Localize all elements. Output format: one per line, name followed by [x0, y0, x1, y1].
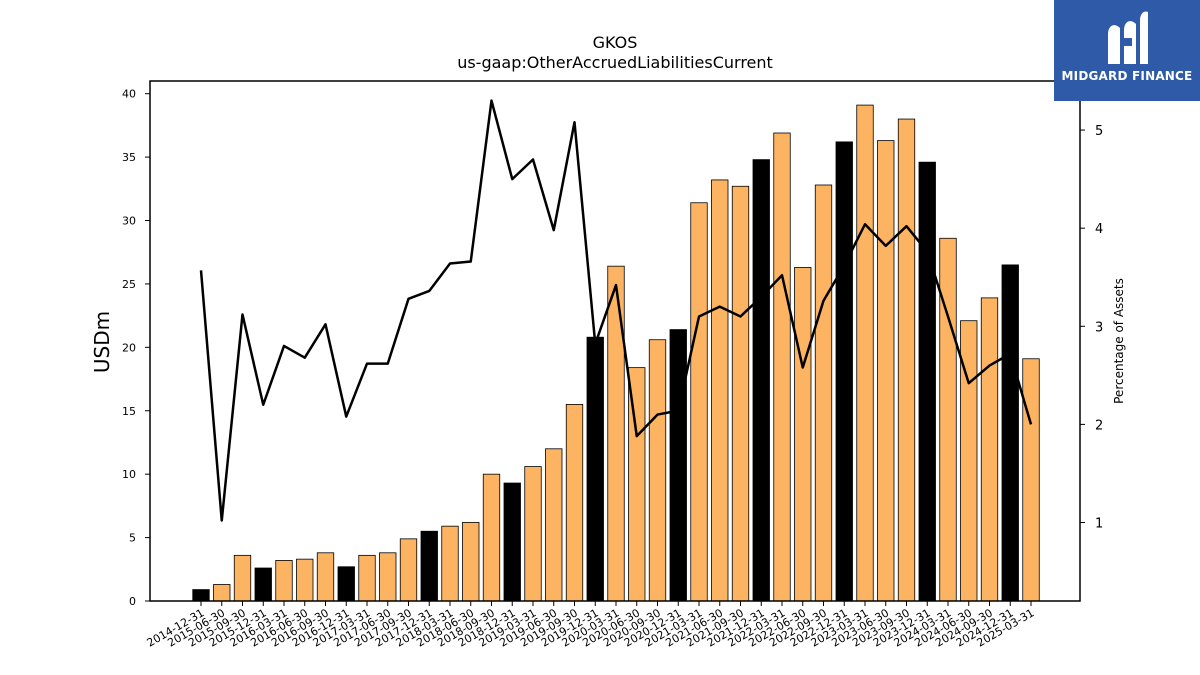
- y2-tick-label: 3: [1095, 320, 1103, 335]
- midgard-logo-icon: [1108, 11, 1148, 65]
- bar-2018-09-30: [482, 473, 501, 602]
- bar-2015-09-30: [233, 554, 252, 602]
- bar-2015-06-30: [213, 584, 231, 602]
- y-tick-label: 35: [122, 151, 136, 164]
- y-tick-label: 40: [122, 88, 136, 101]
- y-tick-label: 10: [122, 468, 136, 481]
- y-tick-label: 20: [122, 341, 136, 354]
- y-tick-label: 30: [122, 215, 136, 228]
- y2-tick-label: 4: [1095, 222, 1103, 237]
- percentage-line: [199, 99, 1033, 522]
- bar-2018-06-30: [462, 521, 480, 602]
- bar-2020-03-31: [607, 265, 625, 602]
- bar-2023-03-31: [856, 104, 874, 602]
- bar-2015-12-31: [254, 567, 272, 602]
- bar-2021-03-31: [690, 202, 708, 602]
- bar-2018-03-31: [441, 525, 459, 602]
- bar-series: [192, 104, 1040, 602]
- bar-2025-03-31: [1022, 358, 1040, 602]
- bar-2017-12-31: [420, 530, 438, 602]
- bar-2020-09-30: [648, 339, 667, 602]
- x-axis-ticks: 2014-12-312015-06-302015-09-302015-12-31…: [145, 601, 1037, 650]
- logo-text: MIDGARD FINANCE: [1061, 69, 1193, 83]
- y-tick-label: 0: [129, 595, 136, 608]
- bar-2017-03-31: [358, 554, 376, 602]
- chart-title: GKOS: [593, 33, 638, 52]
- y-tick-label: 15: [122, 405, 136, 418]
- bar-2021-12-31: [752, 159, 770, 602]
- line-series: [199, 99, 1033, 522]
- bar-2023-09-30: [897, 118, 916, 602]
- bar-2016-12-31: [337, 566, 355, 602]
- y2-axis-ticks: 1 2 3 4 5: [1080, 124, 1103, 532]
- bar-2019-03-31: [524, 466, 542, 602]
- bar-2016-09-30: [316, 552, 335, 602]
- bar-2014-12-31: [192, 589, 210, 602]
- bar-2022-03-31: [773, 132, 791, 602]
- bar-2024-09-30: [980, 297, 999, 602]
- y2-axis-label: Percentage of Assets: [1112, 278, 1126, 404]
- y2-tick-label: 1: [1095, 517, 1103, 532]
- bar-2017-06-30: [379, 552, 397, 602]
- midgard-finance-logo: MIDGARD FINANCE: [1054, 0, 1200, 101]
- bar-2016-06-30: [296, 558, 314, 602]
- y-tick-label: 5: [129, 532, 136, 545]
- bar-2017-09-30: [399, 538, 418, 602]
- bar-2019-09-30: [565, 404, 584, 602]
- bar-2022-06-30: [794, 267, 812, 602]
- bar-2023-12-31: [918, 161, 936, 602]
- bar-2022-09-30: [814, 184, 833, 602]
- chart-subtitle: us-gaap:OtherAccruedLiabilitiesCurrent: [457, 53, 773, 72]
- y-axis-label: USDm: [90, 311, 114, 373]
- bar-2016-03-31: [275, 560, 293, 602]
- bar-2023-06-30: [877, 140, 895, 602]
- bar-2021-06-30: [711, 179, 729, 602]
- bar-2024-03-31: [939, 237, 957, 602]
- bar-2019-06-30: [545, 448, 563, 602]
- y-axis-ticks: 0 5 10 15 20 25 30 35 40: [122, 88, 150, 608]
- bar-2019-12-31: [586, 336, 604, 602]
- bar-2024-12-31: [1001, 264, 1019, 602]
- bar-2022-12-31: [835, 141, 853, 602]
- y2-tick-label: 2: [1095, 418, 1103, 433]
- y-tick-label: 25: [122, 278, 136, 291]
- y2-tick-label: 5: [1095, 124, 1103, 139]
- bar-2020-12-31: [669, 329, 687, 602]
- bar-2018-12-31: [503, 482, 521, 602]
- plot-frame: [149, 80, 1081, 602]
- bar-2021-09-30: [731, 185, 750, 602]
